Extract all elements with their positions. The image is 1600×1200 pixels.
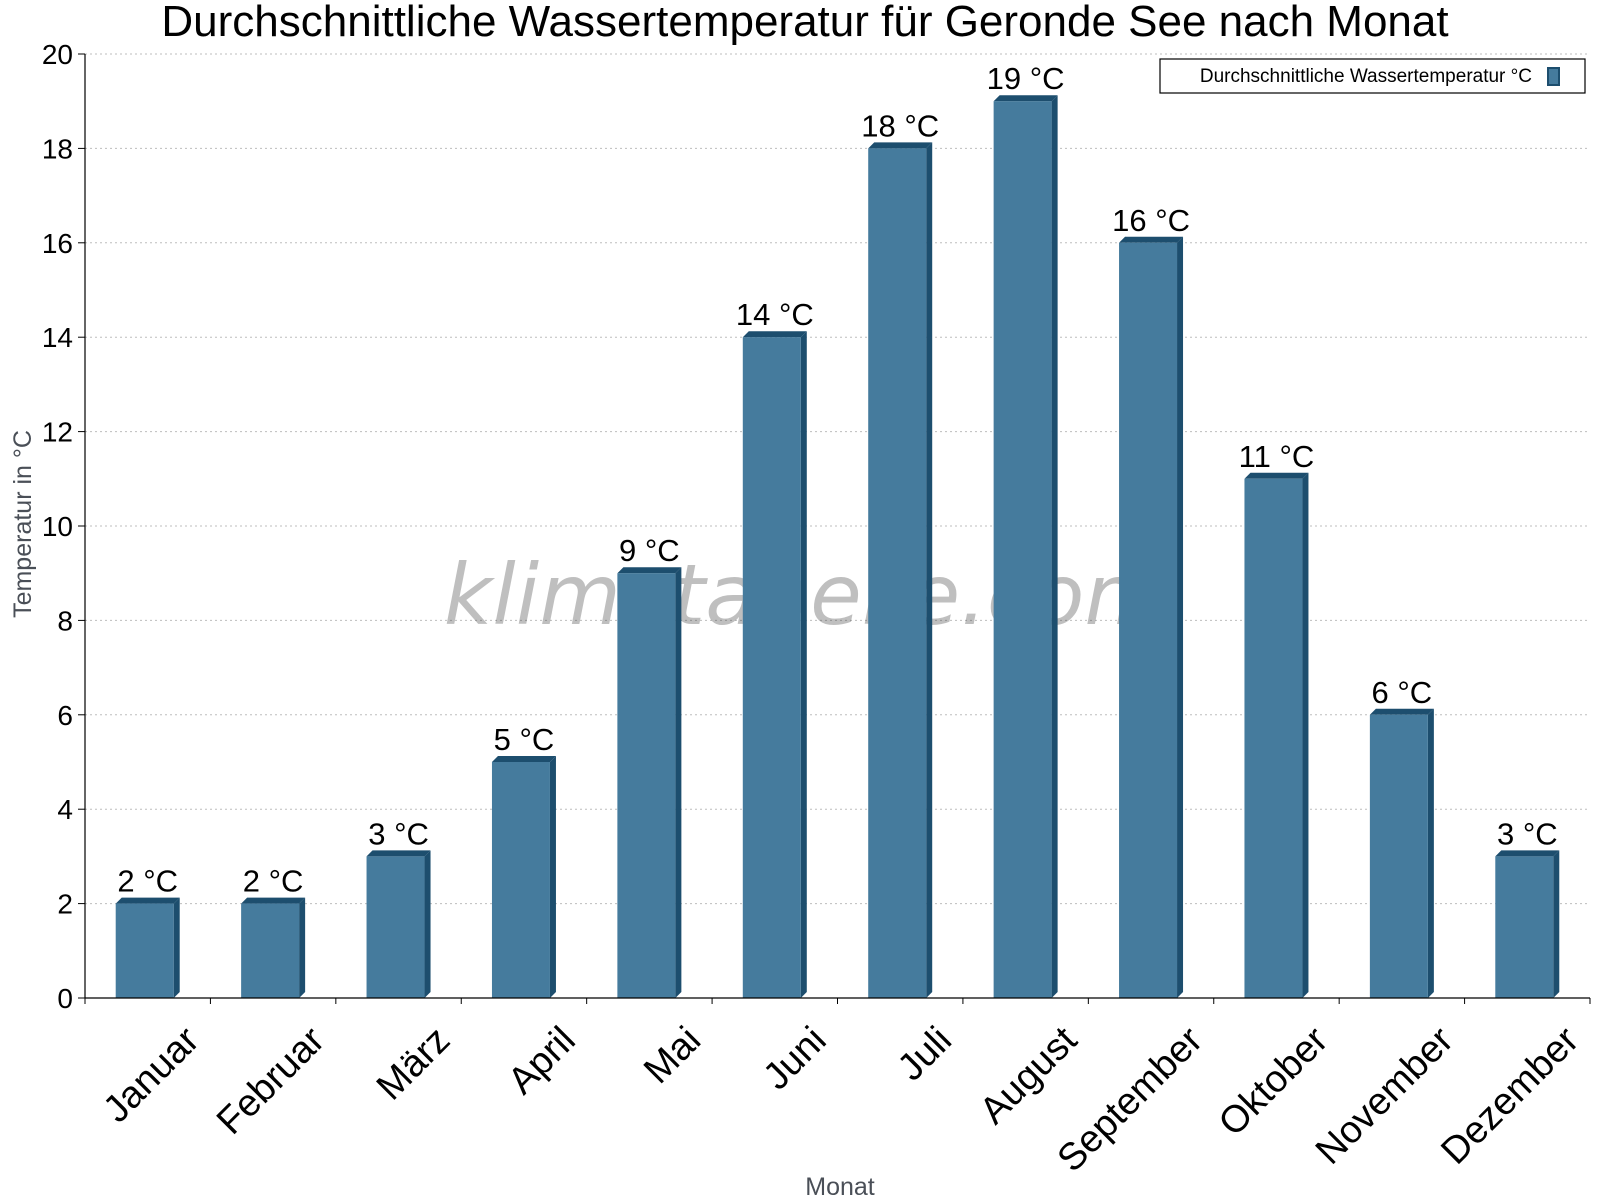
bar-side [1302, 472, 1309, 998]
bar-front [115, 903, 174, 998]
y-tick-label: 2 [57, 889, 73, 920]
bar-front [491, 762, 550, 998]
bar [1244, 472, 1309, 998]
y-axis-title: Temperatur in °C [9, 430, 37, 618]
y-tick-label: 8 [57, 605, 73, 636]
data-label: 3 °C [1497, 816, 1558, 851]
y-tick-label: 18 [42, 133, 73, 164]
bar [1495, 850, 1560, 998]
x-tick-label: Juli [890, 1019, 960, 1089]
data-label: 19 °C [987, 61, 1065, 96]
bar-top [1119, 236, 1184, 243]
bar-side [675, 567, 682, 998]
bar-side [424, 850, 431, 998]
legend-box [1159, 58, 1586, 94]
bar-side [1427, 708, 1434, 998]
bar [1369, 708, 1434, 998]
bar-top [1369, 708, 1434, 715]
x-tick-label: Oktober [1211, 1019, 1337, 1145]
y-tick-label: 6 [57, 700, 73, 731]
bar [115, 897, 180, 998]
bar-side [1177, 236, 1184, 999]
x-axis-title: Monat [805, 1173, 875, 1200]
data-label: 2 °C [243, 864, 304, 899]
x-tick-label: Januar [96, 1019, 208, 1131]
legend-label: Durchschnittliche Wassertemperatur °C [1200, 66, 1532, 87]
x-tick-label: Februar [209, 1019, 333, 1143]
legend: Durchschnittliche Wassertemperatur °C [1159, 58, 1586, 94]
bar-side [926, 142, 933, 998]
data-label: 16 °C [1112, 203, 1190, 238]
bar-side [800, 331, 807, 998]
x-tick-label: Dezember [1433, 1019, 1587, 1173]
y-tick-label: 10 [42, 511, 73, 542]
data-label: 18 °C [861, 108, 939, 143]
x-tick-label: August [972, 1019, 1086, 1133]
bar-top [115, 897, 180, 904]
y-tick-label: 14 [42, 322, 73, 353]
legend-swatch [1547, 67, 1560, 86]
bar-front [1495, 856, 1554, 998]
bar-front [1119, 242, 1178, 999]
chart-title: Durchschnittliche Wassertemperatur für G… [161, 0, 1448, 46]
data-labels: 2 °C 2 °C 3 °C 5 °C 9 °C 14 °C 18 °C 19 °C 16 °C… [117, 61, 1557, 898]
y-axis-ticks: 0 2 4 6 8 10 12 14 16 18 20 [42, 39, 85, 1014]
bar-side [299, 897, 306, 998]
bar-top [993, 95, 1058, 102]
bar-top [868, 142, 933, 149]
data-label: 3 °C [368, 816, 429, 851]
bar-top [617, 567, 682, 574]
bar [993, 95, 1058, 998]
bar-side [173, 897, 180, 998]
data-label: 11 °C [1239, 439, 1315, 474]
bar-top [742, 331, 807, 338]
bar-top [366, 850, 431, 857]
bar-side [549, 756, 556, 998]
x-tick-label: März [369, 1019, 458, 1108]
bar-top [241, 897, 306, 904]
bar [868, 142, 933, 998]
bar [617, 567, 682, 998]
gridlines [85, 53, 1590, 905]
bar-side [1553, 850, 1560, 998]
data-label: 2 °C [117, 864, 178, 899]
bar [366, 850, 431, 998]
bar-front [241, 903, 300, 998]
bars [115, 95, 1560, 999]
bar-front [1369, 714, 1428, 998]
bar-top [491, 756, 556, 762]
data-label: 5 °C [494, 722, 555, 757]
bar-front [366, 856, 425, 998]
y-tick-label: 20 [42, 39, 73, 70]
bar-front [617, 573, 676, 998]
y-tick-label: 0 [57, 983, 73, 1014]
bar [742, 331, 807, 998]
bar-side [1051, 95, 1058, 998]
x-tick-label: Mai [636, 1019, 709, 1092]
data-label: 6 °C [1372, 675, 1433, 710]
bar-front [868, 148, 927, 998]
x-tick-label: April [500, 1019, 583, 1102]
data-label: 9 °C [619, 533, 680, 568]
data-label: 14 °C [736, 297, 814, 332]
bar-front [993, 101, 1052, 998]
x-axis-ticks: Januar Februar März April Mai Juni Juli AugustS… [84, 998, 1591, 1180]
bar [241, 897, 306, 998]
y-tick-label: 12 [42, 417, 73, 448]
bar [1119, 236, 1184, 999]
bar-front [742, 337, 801, 998]
bar-top [1244, 472, 1309, 479]
y-tick-label: 4 [57, 794, 73, 825]
y-tick-label: 16 [42, 228, 73, 259]
bar-front [1244, 478, 1303, 998]
x-tick-label: Juni [756, 1019, 835, 1098]
bar-top [1495, 850, 1560, 857]
bar [491, 756, 556, 998]
